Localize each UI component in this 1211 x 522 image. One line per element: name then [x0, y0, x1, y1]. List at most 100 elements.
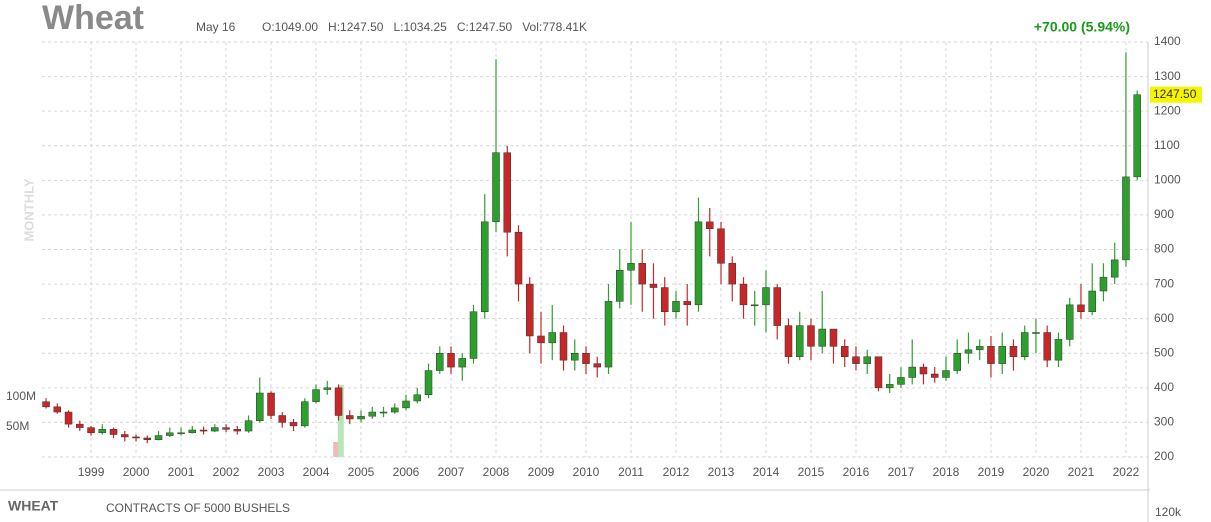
- x-tick-label: 2003: [258, 465, 285, 479]
- candle-body: [930, 373, 939, 378]
- candle-body: [413, 394, 422, 402]
- x-tick-label: 2015: [798, 465, 825, 479]
- candle-body: [76, 423, 84, 428]
- x-tick-label: 2018: [933, 465, 960, 479]
- candle-body: [683, 301, 691, 306]
- candle-body: [1043, 332, 1051, 361]
- candle-body: [199, 429, 208, 432]
- candle-body: [694, 221, 703, 306]
- candle-body: [1133, 94, 1141, 178]
- candle-body: [773, 287, 781, 326]
- candle-body: [1077, 304, 1085, 313]
- candle-body: [492, 152, 500, 223]
- candle-body: [526, 283, 534, 337]
- x-tick-label: 2014: [753, 465, 780, 479]
- candle-body: [1122, 176, 1130, 261]
- y-tick-label: 1000: [1154, 173, 1181, 187]
- candle-body: [975, 346, 984, 351]
- candle-body: [154, 435, 163, 440]
- y-tick-label: 300: [1154, 415, 1174, 429]
- x-tick-label: 2016: [843, 465, 870, 479]
- candle-body: [874, 356, 883, 389]
- change: +70.00 (5.94%): [1034, 19, 1130, 35]
- x-tick-label: 2004: [303, 465, 330, 479]
- candle-body: [919, 366, 928, 375]
- candle-body: [762, 287, 770, 306]
- candle-body: [885, 384, 894, 389]
- y-tick-label: 700: [1154, 276, 1174, 290]
- candle-body: [87, 427, 95, 434]
- candle-body: [604, 301, 613, 368]
- candle-body: [312, 389, 320, 402]
- y-tick-label: 900: [1154, 207, 1174, 221]
- x-tick-label: 2022: [1113, 465, 1140, 479]
- candle-body: [672, 301, 680, 312]
- y-tick-label: 1300: [1154, 69, 1181, 83]
- candle-body: [807, 325, 815, 347]
- candle-body: [897, 377, 905, 385]
- ohlc-text: L:1034.25: [393, 20, 447, 34]
- candle-body: [964, 349, 973, 354]
- x-tick-label: 2006: [393, 465, 420, 479]
- ohlc-text: O:1049.00: [262, 20, 318, 34]
- candle-body: [852, 356, 860, 364]
- volume-bar: [337, 384, 344, 457]
- candle-body: [447, 353, 455, 368]
- candle-body: [368, 411, 377, 417]
- candle-body: [132, 436, 140, 439]
- candle-body: [143, 437, 152, 440]
- candle-body: [211, 427, 219, 432]
- candle-body: [301, 401, 309, 427]
- candle-body: [166, 432, 174, 436]
- y-tick-label: 200: [1154, 449, 1174, 463]
- candle-body: [53, 406, 62, 413]
- candle-body: [1054, 339, 1063, 361]
- candle-body: [402, 400, 410, 409]
- x-tick-label: 1999: [78, 465, 105, 479]
- y2-tick-label: 50M: [6, 419, 29, 433]
- candle-body: [998, 346, 1006, 364]
- candle-body: [750, 304, 759, 307]
- x-tick-label: 2017: [888, 465, 915, 479]
- candle-body: [346, 415, 354, 420]
- x-tick-label: 2002: [213, 465, 240, 479]
- candle-body: [458, 358, 467, 368]
- x-tick-label: 2005: [348, 465, 375, 479]
- x-tick-label: 2019: [978, 465, 1005, 479]
- candle-body: [649, 283, 658, 288]
- candle-body: [514, 231, 523, 285]
- candle-body: [424, 370, 433, 395]
- candle-body: [503, 152, 512, 233]
- candle-body: [379, 411, 388, 414]
- candle-body: [537, 335, 545, 344]
- candle-body: [98, 429, 107, 434]
- candle-body: [469, 311, 478, 359]
- candle-body: [863, 356, 871, 364]
- y-tick-label: 800: [1154, 242, 1174, 256]
- candle-body: [1099, 276, 1108, 292]
- ohlc-text: C:1247.50: [457, 20, 513, 34]
- candle-body: [818, 328, 826, 347]
- candle-body: [267, 392, 275, 416]
- candle-body: [571, 353, 579, 361]
- candle-body: [1110, 259, 1119, 278]
- candle-body: [1032, 332, 1040, 334]
- candle-body: [582, 353, 590, 364]
- candle-body: [1065, 304, 1074, 340]
- candle-body: [908, 366, 916, 378]
- candle-body: [784, 325, 793, 357]
- x-tick-label: 2020: [1023, 465, 1050, 479]
- x-tick-label: 2013: [708, 465, 735, 479]
- candle-body: [109, 429, 118, 435]
- candle-body: [1020, 332, 1029, 357]
- candle-body: [64, 411, 73, 425]
- volume-bar: [333, 441, 340, 457]
- candle-body: [942, 370, 950, 378]
- candle-body: [436, 353, 444, 371]
- candle-body: [244, 420, 253, 432]
- subtitle: CONTRACTS OF 5000 BUSHELS: [106, 501, 290, 515]
- candle-body: [728, 263, 736, 285]
- candle-body: [615, 270, 624, 302]
- candle-body: [1088, 290, 1096, 312]
